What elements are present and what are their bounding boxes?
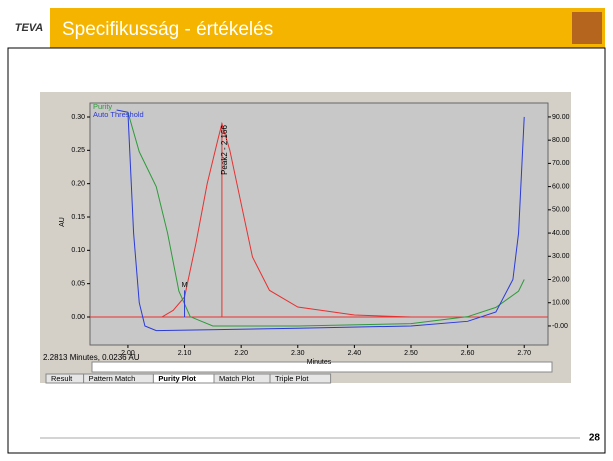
- marker-annotation: M: [182, 282, 188, 289]
- y2-tick-label: 20.00: [552, 276, 570, 283]
- y-tick-label: 0.10: [71, 247, 85, 254]
- y-tick-label: 0.30: [71, 114, 85, 121]
- y-tick-label: 0.05: [71, 281, 85, 288]
- tab-label: Pattern Match: [89, 374, 136, 383]
- tab-label: Match Plot: [219, 374, 255, 383]
- slide-title: Specifikusság - értékelés: [62, 19, 273, 40]
- x-tick-label: 2.50: [404, 350, 418, 357]
- tab-label: Triple Plot: [275, 374, 309, 383]
- y2-tick-label: 60.00: [552, 183, 570, 190]
- logo: TEVA: [15, 22, 44, 34]
- peak-annotation: Peak2 - 2.166: [220, 125, 229, 175]
- y2-tick-label: 90.00: [552, 114, 570, 121]
- y-tick-label: 0.25: [71, 147, 85, 154]
- y2-tick-label: 70.00: [552, 160, 570, 167]
- y2-tick-label: 30.00: [552, 253, 570, 260]
- slide: TEVA Specifikusság - értékelés 2.2813 Mi…: [0, 0, 613, 461]
- y-axis-label: AU: [59, 217, 66, 227]
- y2-tick-label: 50.00: [552, 207, 570, 214]
- header-image: [572, 12, 602, 44]
- x-tick-label: 2.60: [461, 350, 475, 357]
- x-axis-label: Minutes: [307, 359, 332, 366]
- tab-label: Purity Plot: [158, 374, 196, 383]
- tab-label: Result: [51, 374, 73, 383]
- page-number: 28: [589, 433, 601, 444]
- x-tick-label: 2.40: [348, 350, 362, 357]
- y2-tick-label: -0.00: [552, 323, 568, 330]
- x-tick-label: 2.20: [234, 350, 248, 357]
- y2-tick-label: 40.00: [552, 230, 570, 237]
- y2-tick-label: 10.00: [552, 300, 570, 307]
- y-tick-label: 0.15: [71, 214, 85, 221]
- legend-entry: Auto Threshold: [93, 110, 144, 119]
- y-tick-label: 0.00: [71, 314, 85, 321]
- y-tick-label: 0.20: [71, 181, 85, 188]
- x-tick-label: 2.30: [291, 350, 305, 357]
- x-tick-label: 2.10: [178, 350, 192, 357]
- x-tick-label: 2.70: [517, 350, 531, 357]
- y2-tick-label: 80.00: [552, 137, 570, 144]
- slide-canvas: TEVA Specifikusság - értékelés 2.2813 Mi…: [0, 0, 613, 461]
- x-tick-label: 2.00: [121, 350, 135, 357]
- plot-area: [90, 103, 548, 345]
